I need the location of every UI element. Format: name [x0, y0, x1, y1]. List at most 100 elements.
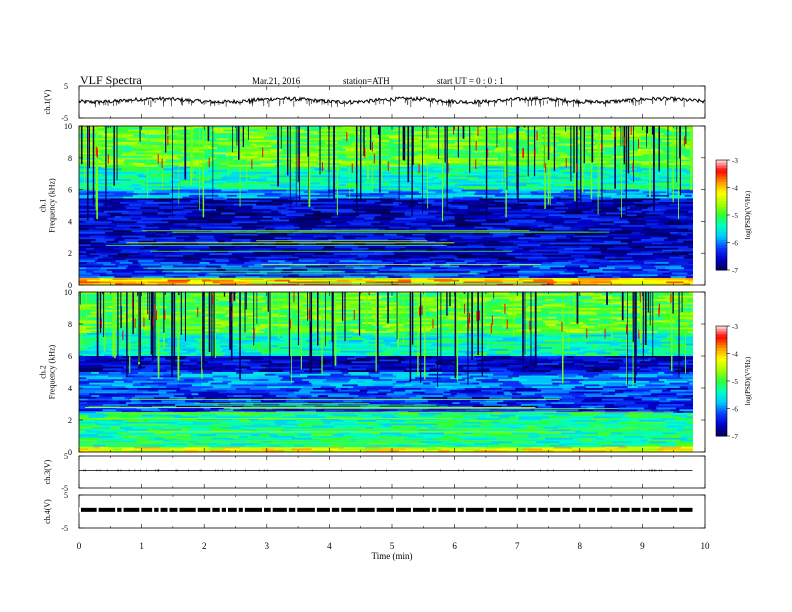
spectrogram-cell	[596, 127, 614, 130]
spectrogram-cell	[184, 272, 208, 275]
spectrogram-cell	[467, 308, 480, 311]
spectrogram-cell	[574, 270, 588, 274]
spectrogram-cell	[189, 256, 212, 259]
spectrogram-cell	[272, 187, 280, 190]
spectrogram-cell	[660, 209, 667, 212]
spectrogram-cell	[401, 168, 410, 171]
spectrogram-cell	[165, 274, 180, 277]
spectrogram-cell	[118, 295, 144, 298]
spectrogram-cell	[603, 191, 623, 194]
spectrogram-cell	[676, 262, 689, 265]
spectrogram-cell	[365, 239, 389, 242]
spectrogram-cell	[370, 262, 395, 265]
spectrogram-cell	[326, 228, 341, 231]
spectrogram-cell	[273, 251, 297, 254]
spectrogram-cell	[463, 332, 489, 336]
spectrogram-cell	[233, 203, 257, 206]
spectrogram-cell	[531, 196, 555, 199]
spectrogram-cell	[235, 276, 261, 279]
spectrogram-cell	[537, 230, 555, 233]
spectrogram-cell	[79, 156, 103, 159]
spectrogram-cell	[443, 214, 468, 217]
spectrogram-cell	[336, 129, 355, 132]
spectrogram-cell	[384, 193, 399, 196]
spectrogram-cell	[518, 157, 545, 160]
spectrogram-cell	[502, 134, 527, 137]
spectrogram-cell	[377, 166, 388, 169]
spectrogram-cell	[499, 274, 520, 277]
spectrogram-cell	[675, 332, 688, 336]
spectrogram-cell	[456, 233, 473, 236]
spectrogram-cell	[534, 237, 557, 240]
spectrogram-cell	[533, 198, 541, 201]
spectrogram-cell	[592, 219, 613, 222]
spectrogram-cell	[184, 216, 200, 219]
spectrogram-cell	[174, 205, 199, 208]
spectrogram-cell	[292, 201, 315, 205]
spectrogram-cell	[365, 164, 391, 168]
spectrogram-cell	[371, 293, 393, 296]
spectrogram-cell	[675, 164, 693, 168]
spectrogram-cell	[106, 159, 118, 162]
spectrogram-cell	[299, 226, 319, 229]
spectrogram-cell	[179, 299, 197, 302]
spectrogram-cell	[113, 150, 133, 153]
spectrogram-cell	[291, 237, 318, 240]
spectrogram-cell	[345, 265, 361, 268]
spectrogram-cell	[403, 235, 417, 238]
spectrogram-cell	[590, 274, 613, 277]
spectrogram-cell	[644, 216, 667, 219]
spectrogram-cell	[395, 240, 413, 243]
spectrogram-cell	[430, 156, 446, 159]
spectrogram-cell	[392, 168, 402, 171]
spectrogram-cell	[557, 141, 578, 145]
spectrogram-cell	[397, 318, 409, 321]
spectrogram-cell	[676, 184, 693, 187]
spectrogram-cell	[321, 302, 336, 305]
spectrogram-cell	[431, 203, 451, 206]
spectrogram-cell	[183, 209, 201, 212]
spectrogram-cell	[341, 233, 353, 236]
spectrogram-cell	[230, 295, 243, 298]
spectrogram-cell	[507, 143, 524, 146]
spectrogram-cell	[380, 214, 395, 217]
spectrogram-cell	[493, 315, 509, 318]
spectrogram-cell	[270, 186, 281, 189]
spectrogram-cell	[131, 223, 154, 226]
spectrogram-cell	[91, 223, 110, 226]
spectrogram-cell	[556, 237, 571, 240]
spectrogram-cell	[544, 274, 553, 277]
spectrogram-cell	[91, 138, 113, 141]
spectrogram-cell	[248, 217, 274, 221]
spectrogram-cell	[532, 334, 546, 337]
spectrogram-cell	[584, 332, 596, 336]
spectrogram-cell	[650, 173, 676, 176]
spectrogram-cell	[391, 219, 418, 222]
spectrogram-cell	[79, 247, 87, 251]
spectrogram-cell	[354, 134, 371, 137]
spectrogram-cell	[214, 131, 236, 134]
spectrogram-cell	[541, 134, 551, 137]
spectrogram-cell	[364, 306, 377, 309]
spectrogram-cell	[691, 194, 693, 198]
spectrogram-cell	[604, 216, 621, 219]
spectrogram-cell	[272, 322, 289, 325]
spectrogram-cell	[378, 336, 396, 339]
spectrogram-cell	[364, 143, 388, 146]
spectrogram-cell	[519, 274, 545, 277]
spectrogram-cell	[522, 324, 546, 327]
spectrogram-cell	[242, 235, 258, 238]
spectrogram-cell	[580, 293, 592, 296]
spectrogram-cell	[182, 196, 195, 199]
spectrogram-cell	[397, 320, 418, 323]
spectrogram-cell	[259, 198, 267, 201]
spectrogram-cell	[505, 246, 513, 249]
spectrogram-cell	[369, 193, 385, 196]
spectrogram-cell	[432, 318, 455, 321]
spectrogram-cell	[401, 232, 412, 235]
spectrogram-cell	[247, 230, 257, 233]
spectrogram-cell	[114, 247, 141, 251]
spectrogram-cell	[254, 196, 280, 199]
spectrogram-cell	[380, 219, 392, 222]
spectrogram-cell	[417, 219, 428, 222]
